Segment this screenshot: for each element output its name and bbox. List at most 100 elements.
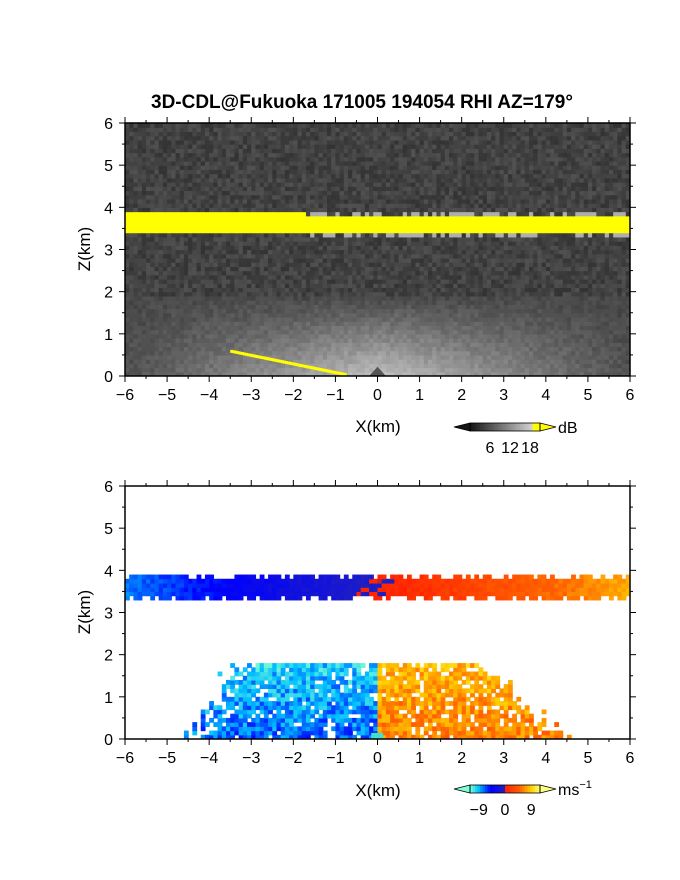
backscatter-cell xyxy=(339,257,345,263)
backscatter-cell xyxy=(428,203,433,208)
backscatter-cell xyxy=(293,262,299,267)
backscatter-cell xyxy=(440,312,446,318)
backscatter-cell xyxy=(415,148,421,154)
backscatter-cell xyxy=(171,198,177,204)
backscatter-cell xyxy=(259,190,265,196)
backscatter-cell xyxy=(348,207,353,213)
backscatter-cell xyxy=(276,316,282,322)
backscatter-cell xyxy=(162,245,168,251)
backscatter-cell xyxy=(217,257,223,263)
backscatter-cell xyxy=(335,342,341,348)
backscatter-cell xyxy=(276,156,282,162)
backscatter-cell xyxy=(369,312,374,318)
backscatter-cell xyxy=(373,287,379,293)
backscatter-cell xyxy=(335,219,341,225)
backscatter-cell xyxy=(297,367,303,373)
backscatter-cell xyxy=(314,325,320,331)
backscatter-cell xyxy=(331,329,337,335)
backscatter-cell xyxy=(146,325,151,331)
backscatter-cell xyxy=(461,308,467,314)
backscatter-cell xyxy=(154,215,160,221)
backscatter-cell xyxy=(129,287,135,293)
backscatter-cell xyxy=(377,338,383,343)
backscatter-cell xyxy=(423,165,429,170)
backscatter-cell xyxy=(221,131,227,137)
backscatter-cell xyxy=(318,224,324,230)
backscatter-cell xyxy=(390,173,395,179)
backscatter-cell xyxy=(137,152,143,158)
backscatter-cell xyxy=(280,279,286,284)
backscatter-cell xyxy=(406,308,412,314)
backscatter-cell xyxy=(175,160,181,166)
backscatter-cell xyxy=(221,359,227,364)
backscatter-cell xyxy=(432,219,438,225)
backscatter-cell xyxy=(289,190,294,196)
backscatter-cell xyxy=(146,211,151,217)
backscatter-cell xyxy=(196,321,202,326)
backscatter-cell xyxy=(268,321,273,326)
backscatter-cell xyxy=(335,262,341,267)
backscatter-cell xyxy=(394,139,400,145)
backscatter-cell xyxy=(301,308,307,314)
backscatter-cell xyxy=(263,308,269,314)
backscatter-cell xyxy=(436,156,442,162)
backscatter-cell xyxy=(461,224,467,230)
backscatter-cell xyxy=(373,182,379,187)
backscatter-cell xyxy=(150,152,156,158)
backscatter-cell xyxy=(428,253,433,259)
backscatter-cell xyxy=(411,169,416,175)
backscatter-cell xyxy=(158,308,164,314)
backscatter-cell xyxy=(272,274,278,280)
backscatter-cell xyxy=(162,249,168,255)
backscatter-cell xyxy=(406,287,412,293)
backscatter-cell xyxy=(453,321,459,326)
backscatter-cell xyxy=(385,169,391,175)
backscatter-cell xyxy=(373,321,379,326)
backscatter-cell xyxy=(327,194,332,200)
backscatter-cell xyxy=(415,338,421,343)
backscatter-cell xyxy=(314,321,320,326)
backscatter-cell xyxy=(453,232,459,238)
backscatter-cell xyxy=(150,300,156,305)
backscatter-cell xyxy=(141,232,147,238)
backscatter-cell xyxy=(230,329,236,335)
backscatter-cell xyxy=(137,127,143,133)
backscatter-cell xyxy=(200,228,206,234)
backscatter-cell xyxy=(301,274,307,280)
backscatter-cell xyxy=(453,274,459,280)
backscatter-cell xyxy=(238,287,244,293)
backscatter-cell xyxy=(221,329,227,335)
backscatter-cell xyxy=(150,173,156,179)
backscatter-cell xyxy=(381,160,387,166)
backscatter-cell xyxy=(209,203,214,208)
backscatter-cell xyxy=(444,177,450,183)
backscatter-cell xyxy=(305,156,311,162)
backscatter-cell xyxy=(150,304,156,310)
backscatter-cell xyxy=(268,198,273,204)
backscatter-cell xyxy=(364,333,370,339)
backscatter-cell xyxy=(238,312,244,318)
backscatter-cell xyxy=(461,241,467,246)
backscatter-cell xyxy=(175,169,181,175)
backscatter-cell xyxy=(335,266,341,272)
backscatter-cell xyxy=(343,308,349,314)
backscatter-cell xyxy=(259,338,265,343)
backscatter-cell xyxy=(406,274,412,280)
backscatter-cell xyxy=(179,316,185,322)
backscatter-cell xyxy=(369,333,374,339)
backscatter-cell xyxy=(204,333,210,339)
backscatter-cell xyxy=(137,333,143,339)
backscatter-cell xyxy=(381,257,387,263)
backscatter-cell xyxy=(213,173,219,179)
backscatter-cell xyxy=(364,215,370,221)
backscatter-cell xyxy=(196,338,202,343)
backscatter-cell xyxy=(125,156,130,162)
backscatter-cell xyxy=(183,253,189,259)
backscatter-cell xyxy=(301,236,307,242)
backscatter-cell xyxy=(263,127,269,133)
backscatter-cell xyxy=(154,169,160,175)
backscatter-cell xyxy=(339,283,345,289)
backscatter-cell xyxy=(280,173,286,179)
backscatter-cell xyxy=(284,215,290,221)
backscatter-cell xyxy=(474,342,480,348)
